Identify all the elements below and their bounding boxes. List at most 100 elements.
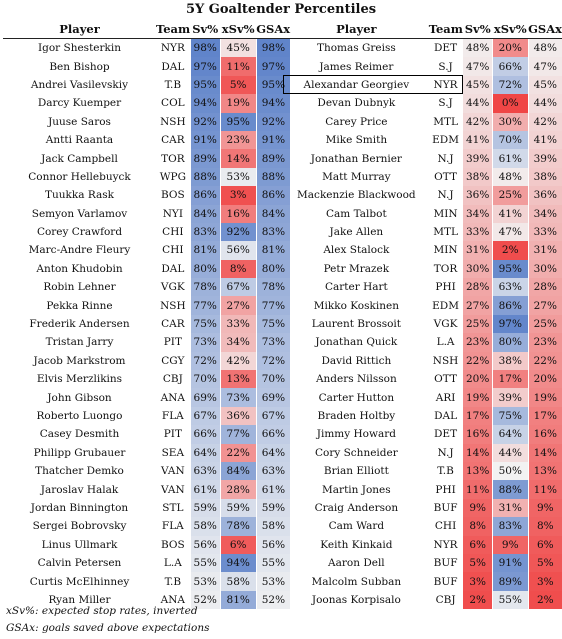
table-row: Thatcher Demko VAN 63% 84% 63%	[3, 461, 291, 481]
gsax-percentile: 95%	[255, 75, 291, 95]
player-name: Keith Kinkaid	[320, 538, 393, 551]
team-code: L.A	[163, 557, 182, 570]
gsax-percentile: 9%	[527, 498, 562, 518]
table-row: Frederik Andersen CAR 75% 33% 75%	[3, 314, 291, 334]
player-name: Roberto Luongo	[36, 410, 123, 422]
gsax-percentile: 91%	[255, 130, 291, 150]
sv-percentile: 44%	[462, 94, 493, 113]
team-code: BUF	[433, 557, 458, 570]
player-name: Cory Schneider	[314, 446, 398, 459]
team-code: L.A	[436, 336, 455, 349]
gsax-percentile: 42%	[527, 112, 562, 131]
xsv-percentile: 44%	[491, 443, 529, 462]
team-code: DAL	[161, 60, 185, 73]
table-row: Martin Jones PHI 11% 88% 11%	[284, 480, 562, 499]
table-row: Jaroslav Halak VAN 61% 28% 61%	[3, 480, 291, 499]
table-row: Igor Shesterkin NYR 98% 45% 98%	[3, 38, 291, 58]
table-row: Brian Elliott T.B 13% 50% 13%	[284, 461, 562, 481]
sv-percentile: 67%	[189, 406, 221, 426]
team-code: BOS	[160, 538, 185, 551]
xsv-percentile: 80%	[491, 333, 529, 352]
table-row: Anders Nilsson OTT 20% 17% 20%	[284, 370, 562, 389]
xsv-percentile: 9%	[491, 535, 529, 554]
gsax-percentile: 56%	[255, 535, 291, 554]
player-name: Devan Dubnyk	[317, 97, 396, 110]
table-row: Carey Price MTL 42% 30% 42%	[284, 112, 562, 131]
sv-percentile: 33%	[462, 222, 493, 242]
sv-percentile: 72%	[189, 351, 221, 371]
team-code: OTT	[434, 170, 457, 183]
team-code: S.J	[438, 60, 453, 73]
sv-percentile: 23%	[462, 333, 493, 352]
team-code: T.B	[437, 465, 454, 478]
sv-percentile: 42%	[462, 112, 493, 131]
xsv-percentile: 13%	[219, 370, 257, 389]
xsv-percentile: 84%	[219, 461, 257, 481]
xsv-percentile: 45%	[219, 38, 257, 58]
table-row: Petr Mrazek TOR 30% 95% 30%	[284, 259, 562, 279]
table-row: Jordan Binnington STL 59% 59% 59%	[3, 498, 291, 518]
xsv-percentile: 16%	[219, 204, 257, 223]
gsax-header: GSAx	[528, 19, 562, 39]
sv-percentile: 56%	[189, 535, 221, 554]
table-row: Craig Anderson BUF 9% 31% 9%	[284, 498, 562, 518]
table-row: Jake Allen MTL 33% 47% 33%	[284, 222, 562, 242]
gsax-percentile: 86%	[255, 186, 291, 205]
player-name: Frederik Andersen	[29, 318, 130, 331]
team-code: MIN	[433, 207, 458, 220]
team-code: BUF	[433, 575, 458, 588]
table-header-row: Player Team Sv% xSv% GSAx	[284, 19, 562, 39]
table-row: Ryan Miller ANA 52% 81% 52%	[3, 590, 291, 610]
team-code: NSH	[432, 354, 459, 367]
sv-percentile: 83%	[189, 222, 221, 242]
player-name: Anton Khudobin	[36, 262, 123, 275]
table-row: Ben Bishop DAL 97% 11% 97%	[3, 57, 291, 76]
sv-percentile: 39%	[462, 149, 493, 168]
sv-percentile: 16%	[462, 425, 493, 444]
gsax-percentile: 47%	[527, 57, 562, 76]
gsax-percentile: 3%	[527, 572, 562, 591]
player-name: Tuukka Rask	[44, 189, 114, 202]
player-name: Jordan Binnington	[30, 501, 129, 514]
table-row: Carter Hutton ARI 19% 39% 19%	[284, 388, 562, 407]
xsv-percentile: 8%	[219, 259, 257, 279]
gsax-percentile: 88%	[255, 167, 291, 187]
player-name: Calvin Petersen	[37, 557, 122, 570]
player-name: Carter Hutton	[318, 391, 395, 404]
xsv-percentile: 2%	[491, 241, 529, 260]
team-code: MIN	[433, 244, 458, 257]
team-code: DET	[434, 428, 458, 441]
table-row: Antti Raanta CAR 91% 23% 91%	[3, 130, 291, 150]
team-code: MTL	[433, 115, 458, 128]
player-name: Sergei Bobrovsky	[32, 520, 127, 533]
footnote-gsax: GSAx: goals saved above expectations	[6, 622, 210, 634]
xsv-percentile: 14%	[219, 149, 257, 168]
player-name: Igor Shesterkin	[37, 42, 122, 55]
sv-percentile: 94%	[189, 94, 221, 113]
team-code: NYR	[160, 42, 185, 55]
xsv-percentile: 34%	[219, 333, 257, 352]
xsv-percentile: 94%	[219, 553, 257, 573]
player-header: Player	[284, 19, 429, 39]
table-row: Matt Murray OTT 38% 48% 38%	[284, 167, 562, 187]
table-body-left: Igor Shesterkin NYR 98% 45% 98% Ben Bishop DAL…	[3, 38, 291, 610]
sv-percentile: 53%	[189, 572, 221, 591]
sv-percentile: 11%	[462, 480, 493, 499]
gsax-percentile: 34%	[527, 204, 562, 223]
player-name: Craig Anderson	[314, 501, 399, 514]
xsv-percentile: 92%	[219, 222, 257, 242]
page-title: 5Y Goaltender Percentiles	[185, 2, 377, 17]
player-name: Philipp Grubauer	[33, 446, 126, 459]
gsax-percentile: 52%	[255, 590, 291, 610]
player-name: Jaroslav Halak	[40, 483, 119, 496]
sv-percentile: 27%	[462, 296, 493, 315]
team-code: NSH	[160, 299, 186, 312]
gsax-percentile: 75%	[255, 314, 291, 334]
player-name: Curtis McElhinney	[29, 575, 130, 588]
xsv-percentile: 89%	[491, 572, 529, 591]
xsv-percentile: 81%	[219, 590, 257, 610]
team-code: CHI	[162, 244, 184, 257]
player-name: Linus Ullmark	[41, 538, 118, 551]
sv-percentile: 19%	[462, 388, 493, 407]
gsax-percentile: 92%	[255, 112, 291, 131]
